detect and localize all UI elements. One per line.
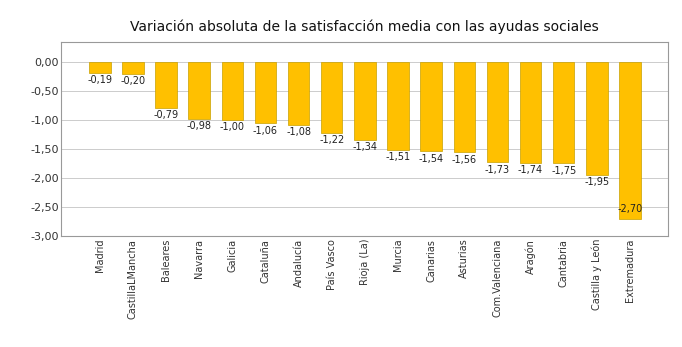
Bar <box>487 62 508 162</box>
Text: -0,79: -0,79 <box>153 110 179 120</box>
Bar <box>586 62 608 175</box>
Text: -1,56: -1,56 <box>451 155 477 165</box>
Bar <box>188 62 210 119</box>
Bar <box>288 62 310 125</box>
Text: -0,19: -0,19 <box>87 75 113 85</box>
Text: -1,08: -1,08 <box>286 127 311 137</box>
Bar <box>454 62 475 152</box>
Text: -1,95: -1,95 <box>584 177 610 187</box>
Text: -0,98: -0,98 <box>187 121 211 131</box>
Text: -1,74: -1,74 <box>518 165 543 175</box>
Text: -1,51: -1,51 <box>385 152 411 162</box>
Bar <box>520 62 542 163</box>
Text: -1,00: -1,00 <box>220 122 245 132</box>
Bar <box>222 62 243 120</box>
Text: -1,73: -1,73 <box>485 164 510 175</box>
Bar <box>354 62 376 140</box>
Bar <box>122 62 144 74</box>
Bar <box>420 62 442 151</box>
Text: -1,75: -1,75 <box>551 166 576 176</box>
Bar <box>553 62 574 163</box>
Text: -0,20: -0,20 <box>120 76 145 86</box>
Bar <box>387 62 409 150</box>
Title: Variación absoluta de la satisfacción media con las ayudas sociales: Variación absoluta de la satisfacción me… <box>130 19 599 34</box>
Text: -1,06: -1,06 <box>253 126 278 136</box>
Text: -1,54: -1,54 <box>419 154 444 163</box>
Bar <box>619 62 641 219</box>
Bar <box>321 62 342 133</box>
Bar <box>89 62 110 73</box>
Bar <box>155 62 177 108</box>
Text: -1,22: -1,22 <box>319 135 344 145</box>
Text: -2,70: -2,70 <box>617 204 642 214</box>
Text: -1,34: -1,34 <box>353 142 377 152</box>
Bar <box>254 62 276 124</box>
